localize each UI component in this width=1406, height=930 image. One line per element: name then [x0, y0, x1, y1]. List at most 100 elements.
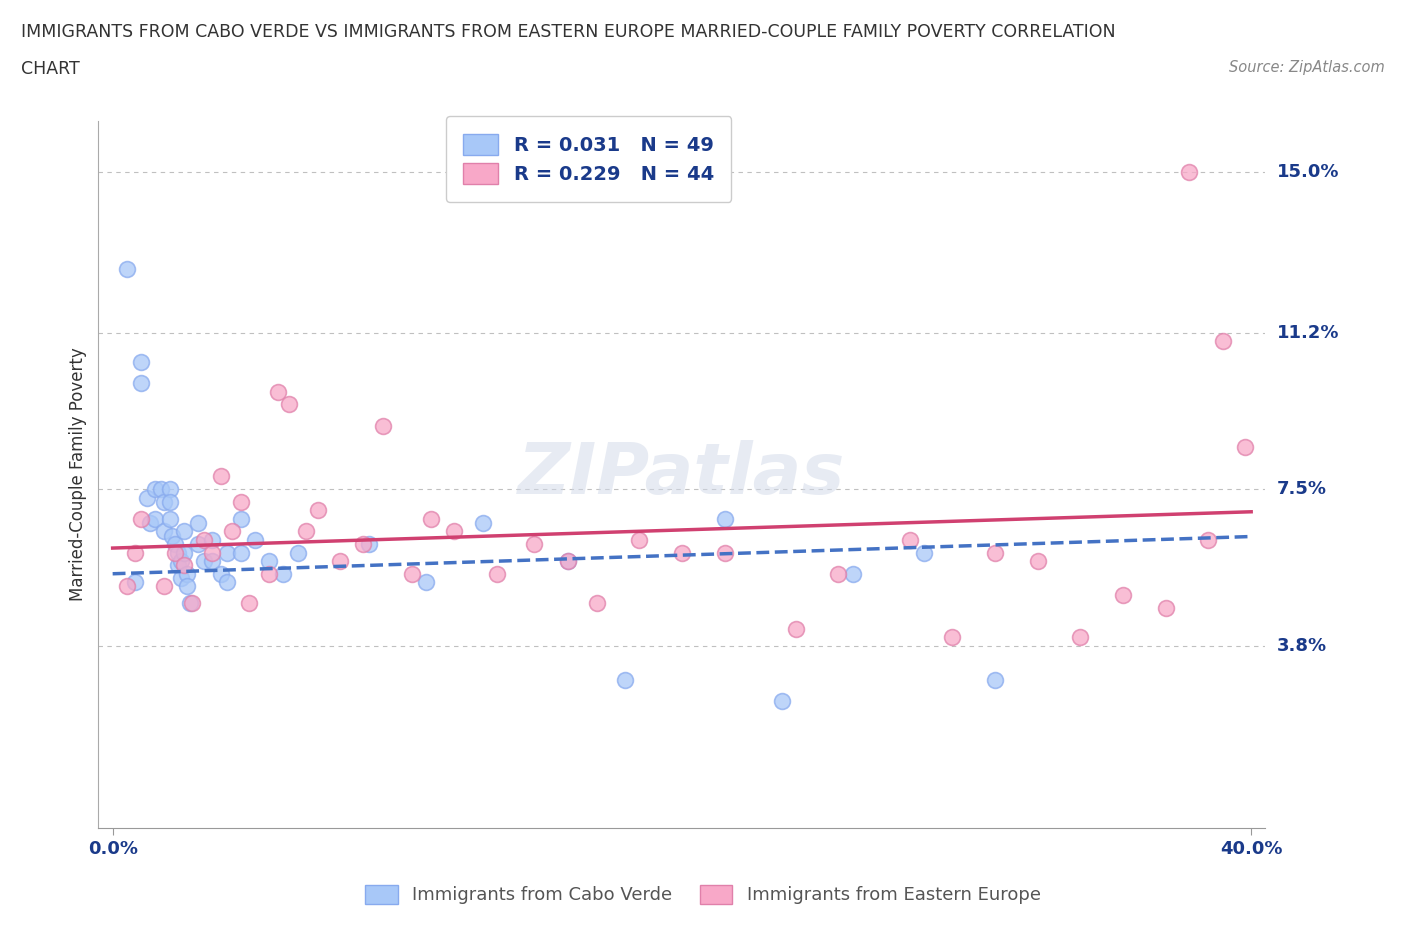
- Point: [176, 579, 198, 594]
- Text: ZIPatlas: ZIPatlas: [519, 440, 845, 509]
- Text: Source: ZipAtlas.com: Source: ZipAtlas.com: [1229, 60, 1385, 75]
- Point: [115, 579, 138, 594]
- Point: [1112, 588, 1135, 603]
- Point: [215, 575, 238, 590]
- Point: [167, 558, 190, 573]
- Point: [785, 621, 807, 636]
- Point: [912, 545, 935, 560]
- Point: [115, 261, 138, 276]
- Point: [984, 545, 1007, 560]
- Point: [628, 533, 651, 548]
- Point: [165, 537, 187, 551]
- Point: [209, 469, 232, 484]
- Point: [143, 482, 166, 497]
- Point: [371, 418, 394, 433]
- Point: [485, 566, 508, 581]
- Text: 15.0%: 15.0%: [1277, 163, 1339, 180]
- Point: [267, 384, 290, 399]
- Point: [420, 512, 443, 526]
- Point: [898, 533, 921, 548]
- Point: [159, 512, 181, 526]
- Point: [841, 566, 863, 581]
- Point: [287, 545, 309, 560]
- Point: [179, 596, 201, 611]
- Point: [138, 515, 160, 530]
- Point: [1234, 439, 1257, 454]
- Point: [401, 566, 423, 581]
- Point: [153, 495, 176, 510]
- Y-axis label: Married-Couple Family Poverty: Married-Couple Family Poverty: [69, 348, 87, 601]
- Legend: Immigrants from Cabo Verde, Immigrants from Eastern Europe: Immigrants from Cabo Verde, Immigrants f…: [359, 878, 1047, 911]
- Point: [295, 524, 318, 538]
- Point: [129, 354, 152, 369]
- Point: [170, 553, 193, 568]
- Point: [443, 524, 465, 538]
- Point: [221, 524, 243, 538]
- Point: [1212, 334, 1234, 349]
- Point: [238, 596, 260, 611]
- Point: [257, 566, 280, 581]
- Point: [173, 545, 195, 560]
- Point: [187, 537, 209, 551]
- Point: [941, 630, 963, 644]
- Point: [173, 558, 195, 573]
- Point: [713, 545, 735, 560]
- Point: [984, 672, 1007, 687]
- Point: [1198, 533, 1220, 548]
- Point: [357, 537, 380, 551]
- Point: [614, 672, 637, 687]
- Point: [153, 524, 176, 538]
- Point: [257, 553, 280, 568]
- Point: [170, 570, 193, 585]
- Point: [162, 528, 184, 543]
- Point: [176, 566, 198, 581]
- Point: [143, 512, 166, 526]
- Point: [243, 533, 266, 548]
- Text: 7.5%: 7.5%: [1277, 480, 1326, 498]
- Point: [1177, 165, 1199, 179]
- Point: [557, 553, 579, 568]
- Text: IMMIGRANTS FROM CABO VERDE VS IMMIGRANTS FROM EASTERN EUROPE MARRIED-COUPLE FAMI: IMMIGRANTS FROM CABO VERDE VS IMMIGRANTS…: [21, 23, 1116, 41]
- Point: [193, 533, 215, 548]
- Point: [181, 596, 204, 611]
- Point: [713, 512, 735, 526]
- Point: [1154, 600, 1177, 615]
- Point: [352, 537, 374, 551]
- Text: 3.8%: 3.8%: [1277, 637, 1327, 655]
- Point: [229, 545, 252, 560]
- Point: [124, 575, 146, 590]
- Point: [124, 545, 146, 560]
- Point: [167, 545, 190, 560]
- Point: [209, 566, 232, 581]
- Point: [153, 579, 176, 594]
- Point: [165, 545, 187, 560]
- Point: [1026, 553, 1049, 568]
- Point: [278, 397, 301, 412]
- Point: [557, 553, 579, 568]
- Point: [215, 545, 238, 560]
- Point: [770, 693, 793, 708]
- Point: [135, 490, 157, 505]
- Point: [1069, 630, 1091, 644]
- Point: [129, 376, 152, 391]
- Point: [187, 515, 209, 530]
- Point: [585, 596, 607, 611]
- Text: 11.2%: 11.2%: [1277, 324, 1339, 341]
- Point: [150, 482, 173, 497]
- Text: CHART: CHART: [21, 60, 80, 78]
- Point: [307, 503, 329, 518]
- Point: [671, 545, 693, 560]
- Point: [201, 553, 224, 568]
- Point: [229, 495, 252, 510]
- Point: [129, 512, 152, 526]
- Point: [159, 482, 181, 497]
- Point: [201, 545, 224, 560]
- Point: [415, 575, 437, 590]
- Point: [827, 566, 849, 581]
- Point: [159, 495, 181, 510]
- Point: [173, 524, 195, 538]
- Point: [229, 512, 252, 526]
- Legend: R = 0.031   N = 49, R = 0.229   N = 44: R = 0.031 N = 49, R = 0.229 N = 44: [446, 116, 731, 202]
- Point: [471, 515, 494, 530]
- Point: [201, 533, 224, 548]
